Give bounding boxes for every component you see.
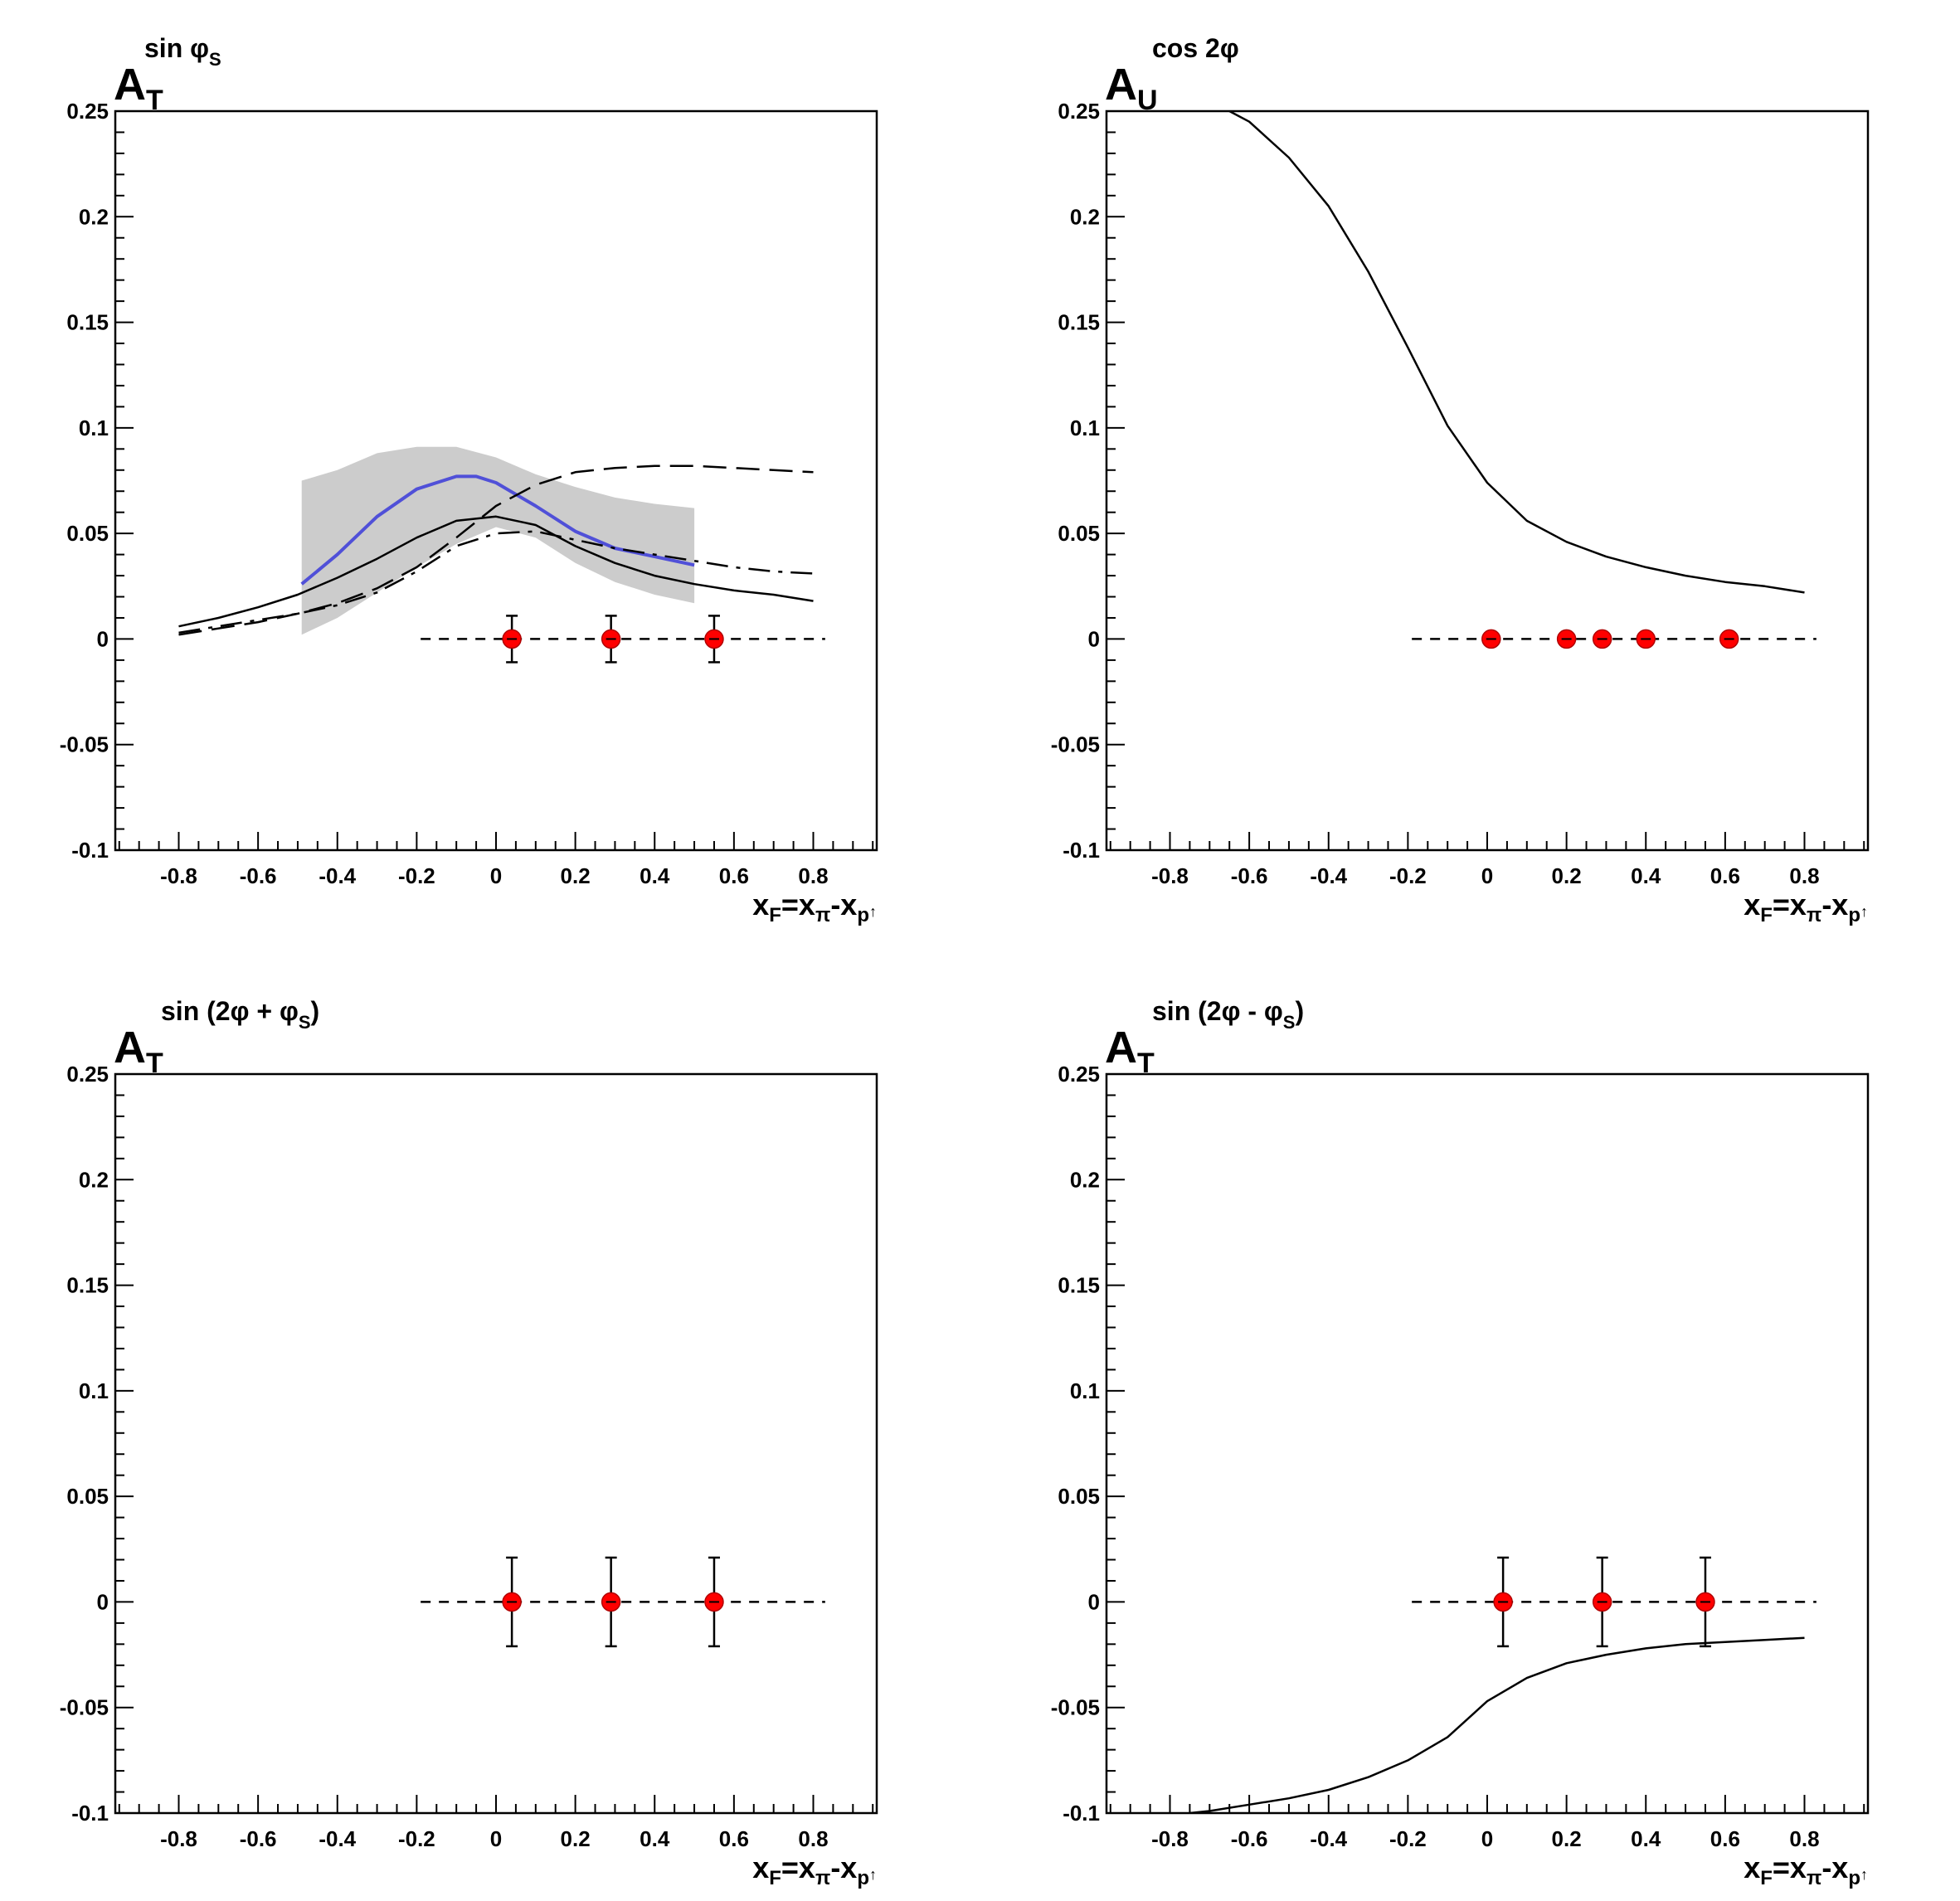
y-tick-label: -0.1 xyxy=(1063,838,1100,863)
x-tick-label: 0 xyxy=(490,863,502,888)
y-tick-label: 0.25 xyxy=(1058,99,1100,124)
series-line-1 xyxy=(1228,111,1805,594)
y-tick-label: 0 xyxy=(1088,626,1100,651)
y-tick-label: 0.15 xyxy=(66,310,109,335)
y-tick-label: -0.05 xyxy=(60,732,109,757)
y-tick-label: 0.15 xyxy=(1058,1273,1100,1298)
x-tick-label: 0 xyxy=(1481,1826,1493,1851)
x-axis-label: xF=xπ-xp↑ xyxy=(1744,887,1868,926)
x-tick-label: 0 xyxy=(490,1826,502,1851)
x-tick-label: 0.4 xyxy=(640,1826,670,1851)
y-tick-label: 0.25 xyxy=(1058,1062,1100,1087)
x-tick-label: -0.4 xyxy=(319,1826,356,1851)
x-tick-label: 0.4 xyxy=(640,863,670,888)
x-tick-label: -0.8 xyxy=(1151,1826,1189,1851)
panel-4: -0.1 -0.05 0 0.05 0.1 0.15 0.2 0.25 -0.8 -0.6 -0.4… xyxy=(1051,996,1870,1889)
chart-title: AT xyxy=(114,1023,163,1079)
x-tick-label: 0.6 xyxy=(1710,1826,1740,1851)
y-tick-label: 0.1 xyxy=(79,1378,109,1403)
uncertainty-band xyxy=(301,446,695,635)
y-tick-label: 0.05 xyxy=(1058,521,1100,546)
x-tick-label: 0.6 xyxy=(1710,863,1740,888)
x-tick-label: 0.8 xyxy=(1789,863,1819,888)
x-tick-label: -0.8 xyxy=(160,1826,197,1851)
x-axis-label: xF=xπ-xp↑ xyxy=(752,887,877,926)
y-tick-label: 0.05 xyxy=(66,521,109,546)
panel-1: -0.1 -0.05 0 0.05 0.1 0.15 0.2 0.25 -0.8 -0.6 -0.4… xyxy=(60,33,878,926)
x-tick-label: -0.8 xyxy=(160,863,197,888)
y-tick-label: 0.25 xyxy=(66,1062,109,1087)
chart-title-superscript: cos 2φ xyxy=(1152,33,1239,63)
y-tick-label: 0 xyxy=(97,1589,109,1614)
y-tick-label: -0.1 xyxy=(1063,1801,1100,1826)
x-tick-label: 0.4 xyxy=(1631,863,1661,888)
y-tick-label: 0.2 xyxy=(79,1167,109,1192)
y-tick-label: 0.05 xyxy=(1058,1484,1100,1509)
x-tick-label: -0.6 xyxy=(1231,1826,1268,1851)
y-tick-label: 0.15 xyxy=(1058,310,1100,335)
x-tick-label: -0.8 xyxy=(1151,863,1189,888)
plot-frame xyxy=(114,1072,878,1815)
x-tick-label: 0.2 xyxy=(1552,863,1582,888)
x-tick-label: 0.2 xyxy=(561,863,591,888)
series-line-3 xyxy=(178,464,814,636)
x-tick-label: -0.6 xyxy=(1231,863,1268,888)
x-tick-label: -0.2 xyxy=(1389,863,1427,888)
x-tick-label: 0.2 xyxy=(561,1826,591,1851)
chart-title: AU xyxy=(1105,60,1158,116)
chart-title: AT xyxy=(1105,1023,1155,1079)
x-tick-label: -0.6 xyxy=(240,1826,277,1851)
x-tick-label: 0.8 xyxy=(798,863,828,888)
x-axis-label: xF=xπ-xp↑ xyxy=(1744,1850,1868,1889)
y-tick-label: 0.2 xyxy=(1070,204,1100,229)
x-tick-label: -0.2 xyxy=(1389,1826,1427,1851)
x-tick-label: -0.4 xyxy=(319,863,356,888)
series-line-1 xyxy=(1189,1636,1805,1813)
y-tick-label: 0.1 xyxy=(1070,416,1100,440)
y-tick-label: -0.1 xyxy=(71,838,109,863)
x-tick-label: 0 xyxy=(1481,863,1493,888)
y-tick-label: -0.1 xyxy=(71,1801,109,1826)
panel-2: -0.1 -0.05 0 0.05 0.1 0.15 0.2 0.25 -0.8 -0.6 -0.4… xyxy=(1051,33,1870,926)
x-axis-label: xF=xπ-xp↑ xyxy=(752,1850,877,1889)
y-tick-label: 0.1 xyxy=(1070,1378,1100,1403)
y-tick-label: -0.05 xyxy=(1051,1695,1100,1720)
x-tick-label: -0.2 xyxy=(398,863,435,888)
x-tick-label: 0.6 xyxy=(719,863,749,888)
chart-title-superscript: sin (2φ - φS) xyxy=(1152,996,1304,1033)
y-tick-label: 0.1 xyxy=(79,416,109,440)
y-tick-label: 0.05 xyxy=(66,1484,109,1509)
series-line-4 xyxy=(178,530,814,634)
y-tick-label: -0.05 xyxy=(1051,732,1100,757)
x-tick-label: 0.4 xyxy=(1631,1826,1661,1851)
y-tick-label: 0.2 xyxy=(79,204,109,229)
x-tick-label: -0.2 xyxy=(398,1826,435,1851)
panel-3: -0.1 -0.05 0 0.05 0.1 0.15 0.2 0.25 -0.8 -0.6 -0.4… xyxy=(60,996,878,1889)
x-tick-label: -0.6 xyxy=(240,863,277,888)
series-line-2 xyxy=(178,515,814,628)
x-tick-label: -0.4 xyxy=(1310,1826,1347,1851)
y-tick-label: 0 xyxy=(1088,1589,1100,1614)
chart-title-superscript: sin φS xyxy=(144,33,221,70)
y-tick-label: 0.15 xyxy=(66,1273,109,1298)
chart-title-superscript: sin (2φ + φS) xyxy=(161,996,319,1033)
x-tick-label: 0.8 xyxy=(1789,1826,1819,1851)
chart-title: AT xyxy=(114,60,163,116)
series-line-1 xyxy=(300,474,695,586)
y-tick-label: 0.2 xyxy=(1070,1167,1100,1192)
y-tick-label: -0.05 xyxy=(60,1695,109,1720)
plot-frame xyxy=(1105,109,1870,852)
y-tick-label: 0 xyxy=(97,626,109,651)
x-tick-label: 0.2 xyxy=(1552,1826,1582,1851)
x-tick-label: 0.8 xyxy=(798,1826,828,1851)
x-tick-label: 0.6 xyxy=(719,1826,749,1851)
y-tick-label: 0.25 xyxy=(66,99,109,124)
x-tick-label: -0.4 xyxy=(1310,863,1347,888)
